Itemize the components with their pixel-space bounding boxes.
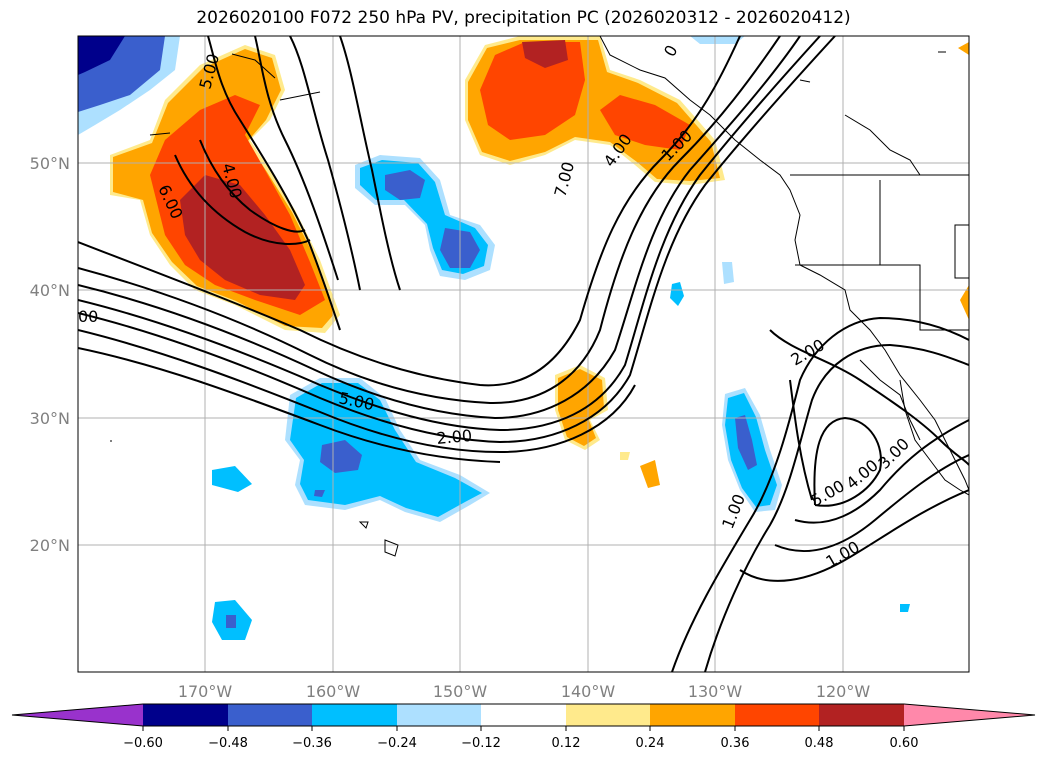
lat-label: 30°N (30, 409, 70, 428)
colorbar-segment (228, 704, 312, 726)
colorbar-tick-label: −0.60 (123, 736, 163, 751)
colorbar-tick-label: 0.48 (805, 736, 834, 751)
lat-label: 50°N (30, 154, 70, 173)
lon-label: 150°W (433, 682, 488, 701)
contour-label: 00 (78, 307, 98, 326)
colorbar-segment (650, 704, 735, 726)
colorbar-tick-label: 0.12 (552, 736, 581, 751)
map-frame (77, 35, 970, 673)
colorbar-segment (735, 704, 819, 726)
colorbar-max-extension (904, 704, 1035, 726)
lon-label: 160°W (306, 682, 361, 701)
map-content (78, 36, 969, 672)
contour-label: 2.00 (436, 426, 473, 448)
lat-label: 40°N (30, 281, 70, 300)
lat-label: 20°N (30, 536, 70, 555)
colorbar-segment (397, 704, 481, 726)
colorbar-tick-label: −0.36 (292, 736, 332, 751)
colorbar-segment (566, 704, 650, 726)
colorbar-segment (481, 704, 566, 726)
pv-contours (78, 36, 969, 672)
coastlines (110, 36, 969, 557)
lon-label: 130°W (688, 682, 743, 701)
colorbar-tick-label: 0.60 (890, 736, 919, 751)
lon-label: 140°W (561, 682, 616, 701)
lon-label: 120°W (816, 682, 871, 701)
map-title: 2026020100 F072 250 hPa PV, precipitatio… (196, 8, 851, 28)
colorbar-tick-label: −0.12 (461, 736, 501, 751)
colorbar: −0.60 −0.48 −0.36 −0.24 −0.12 0.12 0.24 … (11, 703, 1036, 751)
colorbar-tick-label: −0.24 (377, 736, 417, 751)
graticule (78, 36, 969, 672)
colorbar-segment (143, 704, 228, 726)
colorbar-min-extension (12, 704, 143, 726)
colorbar-tick-label: 0.36 (721, 736, 750, 751)
colorbar-tick-label: −0.48 (208, 736, 248, 751)
longitude-labels: 170°W 160°W 150°W 140°W 130°W 120°W (178, 682, 871, 701)
lon-label: 170°W (178, 682, 233, 701)
colorbar-segment (819, 704, 904, 726)
latitude-labels: 50°N 40°N 30°N 20°N (30, 154, 70, 555)
colorbar-segment (312, 704, 397, 726)
colorbar-tick-label: 0.24 (636, 736, 665, 751)
